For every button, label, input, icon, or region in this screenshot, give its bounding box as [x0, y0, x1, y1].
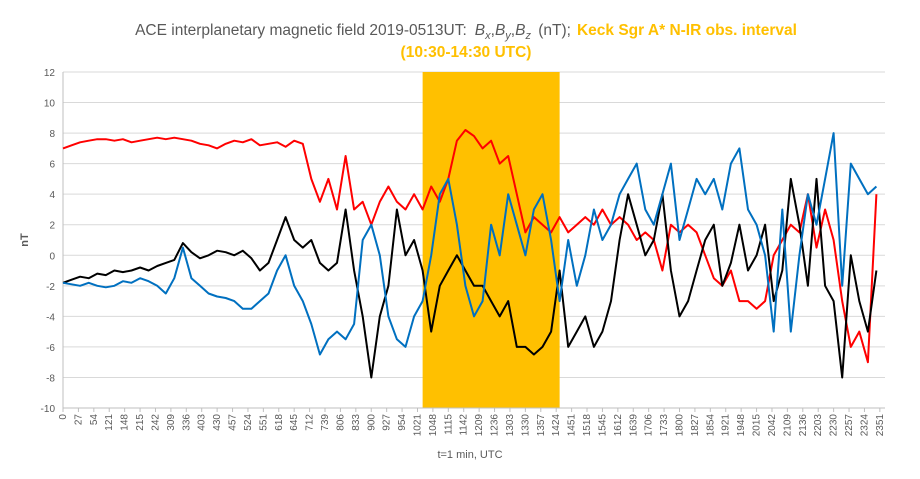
- x-tick-label: 2109: [782, 414, 793, 437]
- series-line: [62, 129, 878, 364]
- x-tick-label: 403: [197, 414, 208, 431]
- x-tick-label: 0: [58, 414, 69, 420]
- x-tick-label: 2136: [798, 414, 809, 437]
- x-tick-label: 1733: [659, 414, 670, 437]
- x-tick-label: 524: [243, 414, 254, 431]
- x-tick-label: 1021: [412, 414, 423, 437]
- x-tick-label: 1518: [582, 414, 593, 437]
- series-line: [62, 132, 878, 356]
- x-tick-label: 1800: [675, 414, 686, 437]
- x-tick-label: 121: [104, 414, 115, 431]
- title-subscript: y: [504, 30, 512, 42]
- x-tick-label: 2230: [829, 414, 840, 437]
- title-symbol: B: [515, 22, 525, 39]
- x-tick-label: 618: [274, 414, 285, 431]
- x-tick-label: 2042: [767, 414, 778, 437]
- x-axis-label: t=1 min, UTC: [437, 449, 502, 461]
- x-tick-label: 927: [382, 414, 393, 431]
- x-tick-label: 54: [89, 414, 100, 426]
- x-tick-label: 1948: [736, 414, 747, 437]
- title-separator: ,: [511, 22, 515, 39]
- highlight-label: (10:30-14:30 UTC): [401, 44, 532, 61]
- y-tick-label: 8: [49, 129, 55, 140]
- y-tick-label: -2: [46, 282, 55, 293]
- x-tick-label: 1612: [613, 414, 624, 437]
- x-tick-label: 2351: [875, 414, 886, 437]
- title-separator: [531, 22, 535, 39]
- x-tick-label: 457: [228, 414, 239, 431]
- x-tick-label: 954: [397, 414, 408, 431]
- title-symbol: B: [475, 22, 485, 39]
- x-tick-label: 215: [135, 414, 146, 431]
- title-subscript: x: [484, 30, 491, 42]
- x-tick-label: 1142: [459, 414, 470, 436]
- x-tick-label: 1209: [474, 414, 485, 437]
- title-symbol: B: [495, 22, 505, 39]
- y-tick-label: 6: [49, 160, 55, 171]
- chart-title: ACE interplanetary magnetic field 2019-0…: [135, 22, 797, 42]
- x-tick-label: 2324: [859, 414, 870, 437]
- x-tick-label: 1330: [520, 414, 531, 437]
- x-tick-label: 336: [181, 414, 192, 431]
- y-tick-label: -6: [46, 343, 55, 354]
- series-line: [62, 177, 878, 379]
- x-tick-label: 1357: [536, 414, 547, 437]
- y-tick-label: 4: [49, 190, 55, 201]
- y-tick-label: -4: [46, 312, 55, 323]
- x-tick-label: 806: [335, 414, 346, 431]
- title-text: ACE interplanetary magnetic field 2019-0…: [135, 22, 467, 39]
- x-tick-label: 551: [258, 414, 269, 431]
- x-tick-label: 645: [289, 414, 300, 431]
- x-tick-label: 1639: [628, 414, 639, 437]
- x-tick-label: 1115: [443, 414, 454, 435]
- x-tick-label: 2203: [813, 414, 824, 437]
- x-tick-label: 1706: [644, 414, 655, 437]
- y-axis-label: nT: [19, 233, 31, 247]
- x-tick-label: 900: [366, 414, 377, 431]
- y-tick-label: -8: [46, 373, 55, 384]
- x-tick-label: 27: [73, 414, 84, 426]
- x-tick-label: 712: [305, 414, 316, 431]
- x-tick-label: 2015: [752, 414, 763, 437]
- x-tick-label: 1921: [721, 414, 732, 437]
- y-tick-label: 0: [49, 251, 55, 262]
- x-tick-label: 833: [351, 414, 362, 431]
- x-tick-label: 1303: [505, 414, 516, 437]
- title-unit: (nT);: [538, 22, 571, 39]
- x-tick-label: 1451: [567, 414, 578, 437]
- x-tick-label: 242: [150, 414, 161, 431]
- x-tick-label: 739: [320, 414, 331, 431]
- y-tick-label: -10: [41, 404, 56, 415]
- x-tick-label: 1854: [705, 414, 716, 437]
- y-tick-label: 2: [49, 221, 55, 232]
- x-tick-label: 1424: [551, 414, 562, 437]
- x-tick-label: 1048: [428, 414, 439, 437]
- y-tick-label: 12: [44, 68, 56, 79]
- y-tick-label: 10: [44, 99, 56, 110]
- x-tick-label: 309: [166, 414, 177, 431]
- x-tick-label: 1827: [690, 414, 701, 437]
- x-tick-label: 2257: [844, 414, 855, 437]
- title-separator: ,: [491, 22, 495, 39]
- highlight-band: [422, 72, 560, 408]
- x-tick-label: 430: [212, 414, 223, 431]
- x-tick-label: 148: [120, 414, 131, 431]
- title-subscript: z: [524, 30, 531, 42]
- highlight-label: Keck Sgr A* N-IR obs. interval: [577, 22, 797, 39]
- x-tick-label: 1545: [597, 414, 608, 437]
- x-tick-label: 1236: [490, 414, 501, 437]
